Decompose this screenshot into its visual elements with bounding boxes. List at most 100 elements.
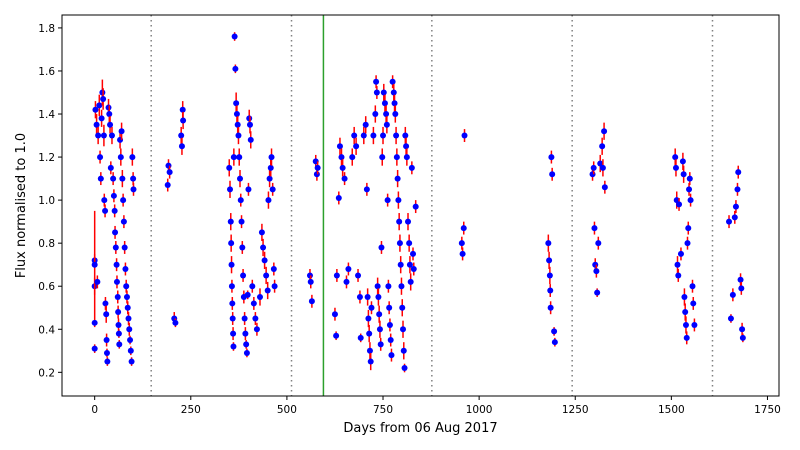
data-point-106 <box>258 223 265 242</box>
data-point-247 <box>731 210 738 224</box>
data-point-52 <box>126 322 133 336</box>
point-marker <box>243 349 250 356</box>
data-point-197 <box>412 200 419 214</box>
data-point-111 <box>265 191 272 209</box>
data-point-65 <box>178 137 185 155</box>
point-marker <box>355 272 362 279</box>
point-marker <box>228 283 235 290</box>
data-point-50 <box>124 301 131 315</box>
data-point-86 <box>237 169 244 188</box>
point-marker <box>120 218 127 225</box>
data-point-129 <box>338 148 345 166</box>
point-marker <box>106 111 113 118</box>
point-marker <box>373 89 380 96</box>
point-marker <box>384 197 391 204</box>
point-marker <box>412 203 419 210</box>
point-marker <box>240 272 247 279</box>
plot-frame <box>61 14 780 397</box>
point-marker <box>410 250 417 257</box>
point-marker <box>130 186 137 193</box>
point-marker <box>126 326 133 333</box>
point-marker <box>95 132 102 139</box>
point-marker <box>351 132 358 139</box>
point-marker <box>370 132 377 139</box>
data-point-213 <box>591 221 598 235</box>
point-marker <box>91 261 98 268</box>
data-point-7 <box>94 275 101 289</box>
data-point-72 <box>228 256 235 274</box>
data-point-21 <box>103 348 110 358</box>
data-point-245 <box>727 314 734 323</box>
data-point-173 <box>391 94 398 112</box>
x-tick-label-6: 1500 <box>658 404 685 416</box>
data-point-24 <box>106 105 113 123</box>
data-point-250 <box>735 165 742 179</box>
point-marker <box>91 319 98 326</box>
data-point-169 <box>387 333 394 347</box>
point-marker <box>593 268 600 275</box>
point-marker <box>396 218 403 225</box>
point-marker <box>393 132 400 139</box>
data-point-143 <box>364 288 371 306</box>
data-point-44 <box>120 193 127 207</box>
data-point-10 <box>97 150 104 164</box>
point-marker <box>683 334 690 341</box>
data-point-119 <box>307 275 314 289</box>
point-marker <box>589 171 596 178</box>
point-marker <box>103 337 110 344</box>
point-marker <box>123 293 130 300</box>
point-marker <box>397 261 404 268</box>
point-marker <box>689 283 696 290</box>
point-marker <box>120 197 127 204</box>
point-marker <box>231 33 238 40</box>
data-point-235 <box>683 331 690 345</box>
point-marker <box>682 309 689 316</box>
point-marker <box>107 164 114 171</box>
data-point-120 <box>308 294 315 308</box>
y-tick-label-5: 1.2 <box>38 152 55 164</box>
point-marker <box>107 121 114 128</box>
point-marker <box>93 121 100 128</box>
point-marker <box>94 278 101 285</box>
data-point-209 <box>551 327 558 336</box>
point-marker <box>100 132 107 139</box>
point-marker <box>675 272 682 279</box>
data-point-200 <box>460 221 467 235</box>
data-point-175 <box>393 126 400 145</box>
y-tick-label-3: 0.8 <box>38 238 55 250</box>
data-point-182 <box>398 277 405 295</box>
point-marker <box>379 154 386 161</box>
point-marker <box>377 341 384 348</box>
point-marker <box>373 78 380 85</box>
data-point-77 <box>230 342 237 351</box>
point-marker <box>232 65 239 72</box>
point-marker <box>545 240 552 247</box>
point-marker <box>112 229 119 236</box>
point-marker <box>368 304 375 311</box>
point-marker <box>680 171 687 178</box>
data-point-124 <box>331 307 338 321</box>
data-point-20 <box>103 333 110 347</box>
data-point-55 <box>128 357 135 366</box>
data-point-232 <box>681 288 688 306</box>
x-axis-label: Days from 06 Aug 2017 <box>343 421 497 436</box>
point-marker <box>123 283 130 290</box>
point-marker <box>681 293 688 300</box>
data-point-134 <box>349 148 356 166</box>
point-marker <box>380 89 387 96</box>
x-tick-label-3: 750 <box>373 404 393 416</box>
data-point-73 <box>228 279 235 293</box>
y-tick-label-7: 1.6 <box>38 66 55 78</box>
point-marker <box>237 175 244 182</box>
point-marker <box>179 106 186 113</box>
point-marker <box>230 330 237 337</box>
data-point-69 <box>227 180 234 198</box>
point-marker <box>366 330 373 337</box>
data-point-8 <box>95 126 102 145</box>
data-point-183 <box>399 299 406 317</box>
point-marker <box>401 365 408 372</box>
data-point-54 <box>127 346 134 356</box>
point-marker <box>233 111 240 118</box>
point-marker <box>395 197 402 204</box>
data-point-227 <box>675 269 682 282</box>
